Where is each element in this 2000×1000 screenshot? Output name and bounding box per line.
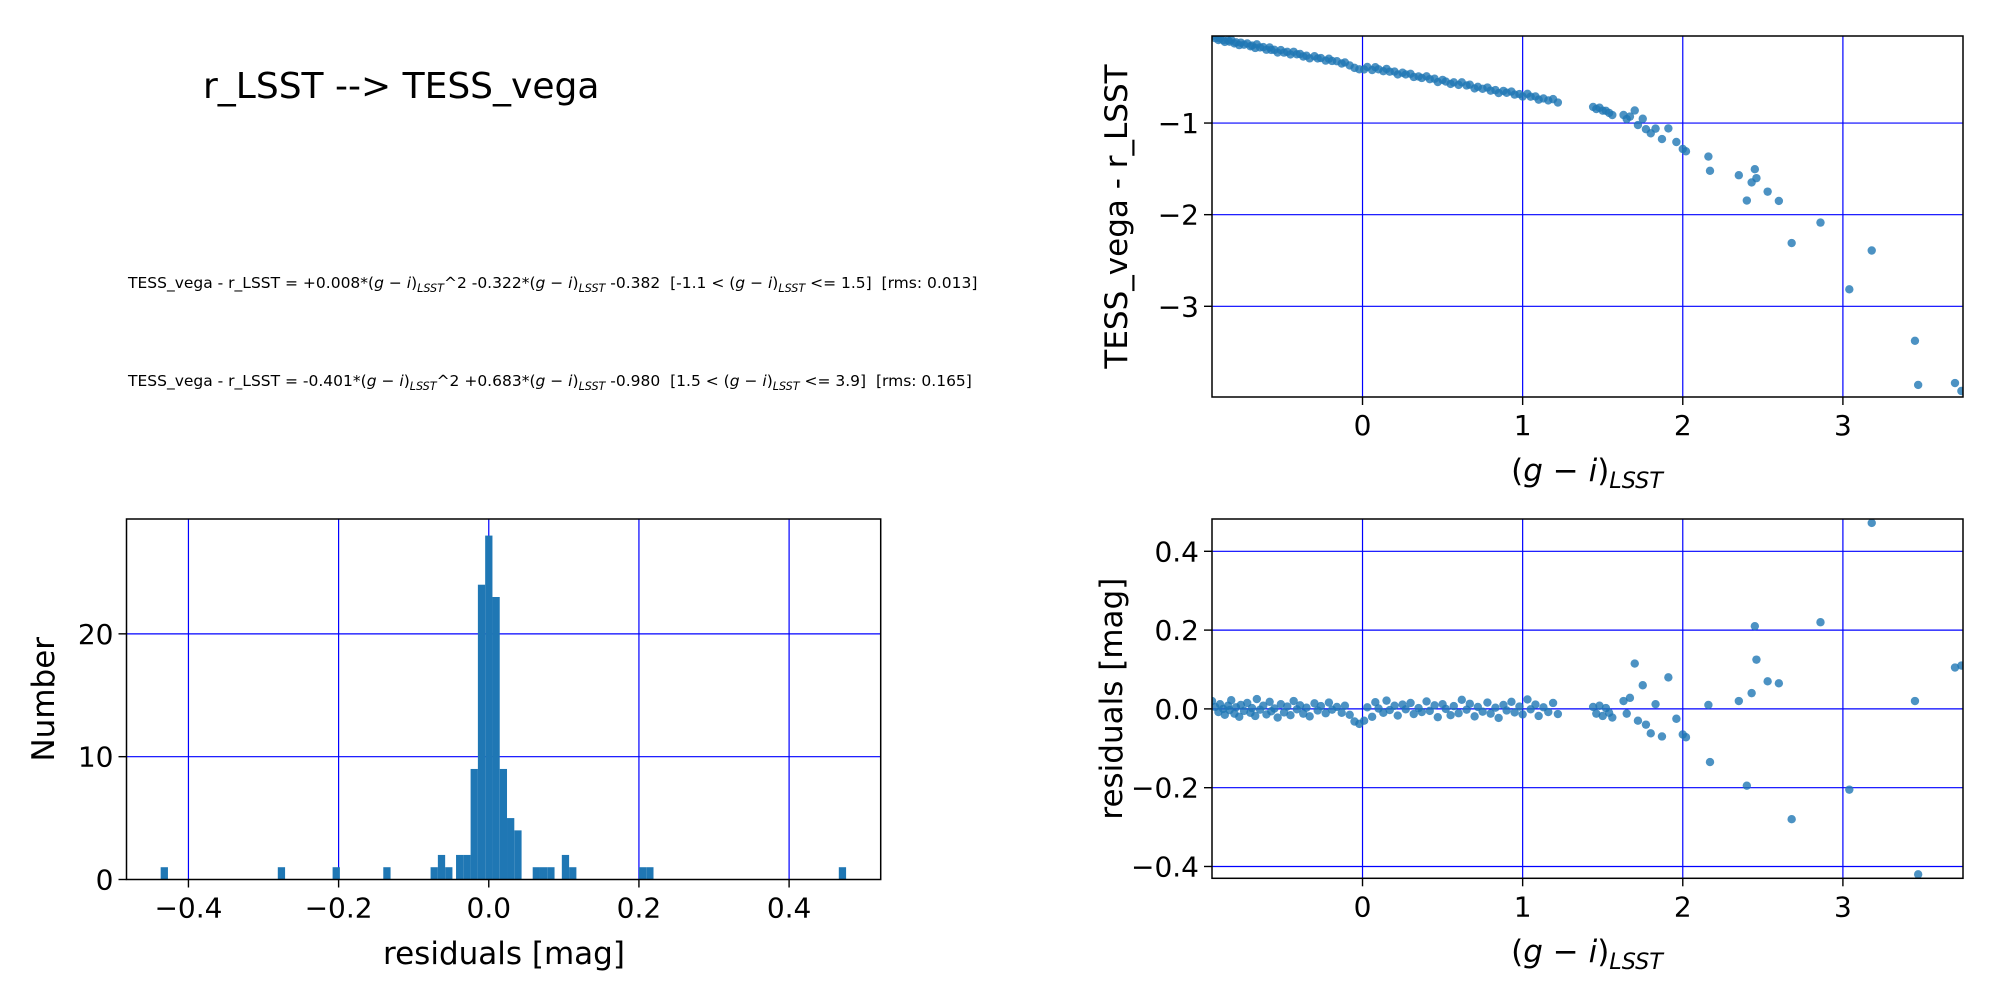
svg-text:1: 1 [1514,409,1532,442]
svg-text:2: 2 [1674,890,1692,923]
scatter-points [1212,519,1963,879]
svg-text:−0.2: −0.2 [1131,772,1199,805]
plot-frame [1211,35,1964,398]
svg-text:−2: −2 [1158,199,1199,232]
y-axis-label-residual-histogram: Number [26,637,62,762]
svg-text:−0.4: −0.4 [1131,850,1199,883]
svg-text:3: 3 [1834,409,1852,442]
y-axis-label-tess-vs-color: TESS_vega - r_LSST [1099,63,1135,369]
fit-equation-piece1: TESS_vega - r_LSST = +0.008*(g − i)LSST^… [128,274,978,296]
svg-text:0: 0 [1354,890,1372,923]
tick-labels: −0.4 −0.2 0.0 0.2 0.4 0 10 20 [78,618,812,925]
tick-labels: 0 1 2 3 0.4 0.2 0.0 −0.2 −0.4 [1131,535,1852,923]
axis-ticks [118,633,790,888]
figure-title: r_LSST --> TESS_vega [203,66,600,107]
x-axis-label-top-right: (g − i)LSST [1511,453,1663,495]
y-axis-label-residuals-vs-color: residuals [mag] [1094,578,1130,820]
chart-tess-vs-color: 0 1 2 3 −1 −2 −3 TESS_vega - r_LSST [1099,35,1964,442]
tick-labels: 0 1 2 3 −1 −2 −3 [1158,107,1852,442]
svg-text:0.4: 0.4 [767,892,812,925]
grid-lines [1212,519,1963,879]
chart-residual-histogram: −0.4 −0.2 0.0 0.2 0.4 0 10 20 Number [26,518,882,925]
scatter-points [1212,36,1963,396]
axis-ticks [1204,550,1844,887]
axis-ticks [1204,122,1844,405]
fit-equations: TESS_vega - r_LSST = +0.008*(g − i)LSST^… [128,207,977,463]
svg-text:0: 0 [1354,409,1372,442]
svg-text:−3: −3 [1158,290,1199,323]
svg-text:0.0: 0.0 [1154,693,1199,726]
fit-equation-piece2: TESS_vega - r_LSST = -0.401*(g − i)LSST^… [128,371,972,393]
svg-text:0.4: 0.4 [1154,535,1199,568]
x-axis-label-histogram: residuals [mag] [383,936,625,972]
histogram-bars [160,535,847,880]
plot-frame [1211,518,1964,880]
svg-text:0.2: 0.2 [617,892,662,925]
svg-text:−1: −1 [1158,107,1199,140]
svg-text:0.0: 0.0 [467,892,512,925]
svg-text:20: 20 [78,618,114,651]
svg-text:10: 10 [78,741,114,774]
x-axis-label-bottom-right: (g − i)LSST [1511,934,1663,976]
svg-text:3: 3 [1834,890,1852,923]
plot-frame [125,518,882,881]
svg-text:0.2: 0.2 [1154,614,1199,647]
svg-text:0: 0 [96,864,114,897]
svg-text:1: 1 [1514,890,1532,923]
svg-text:−0.4: −0.4 [154,892,222,925]
svg-text:−0.2: −0.2 [305,892,373,925]
grid-lines [1212,36,1963,397]
svg-text:2: 2 [1674,409,1692,442]
